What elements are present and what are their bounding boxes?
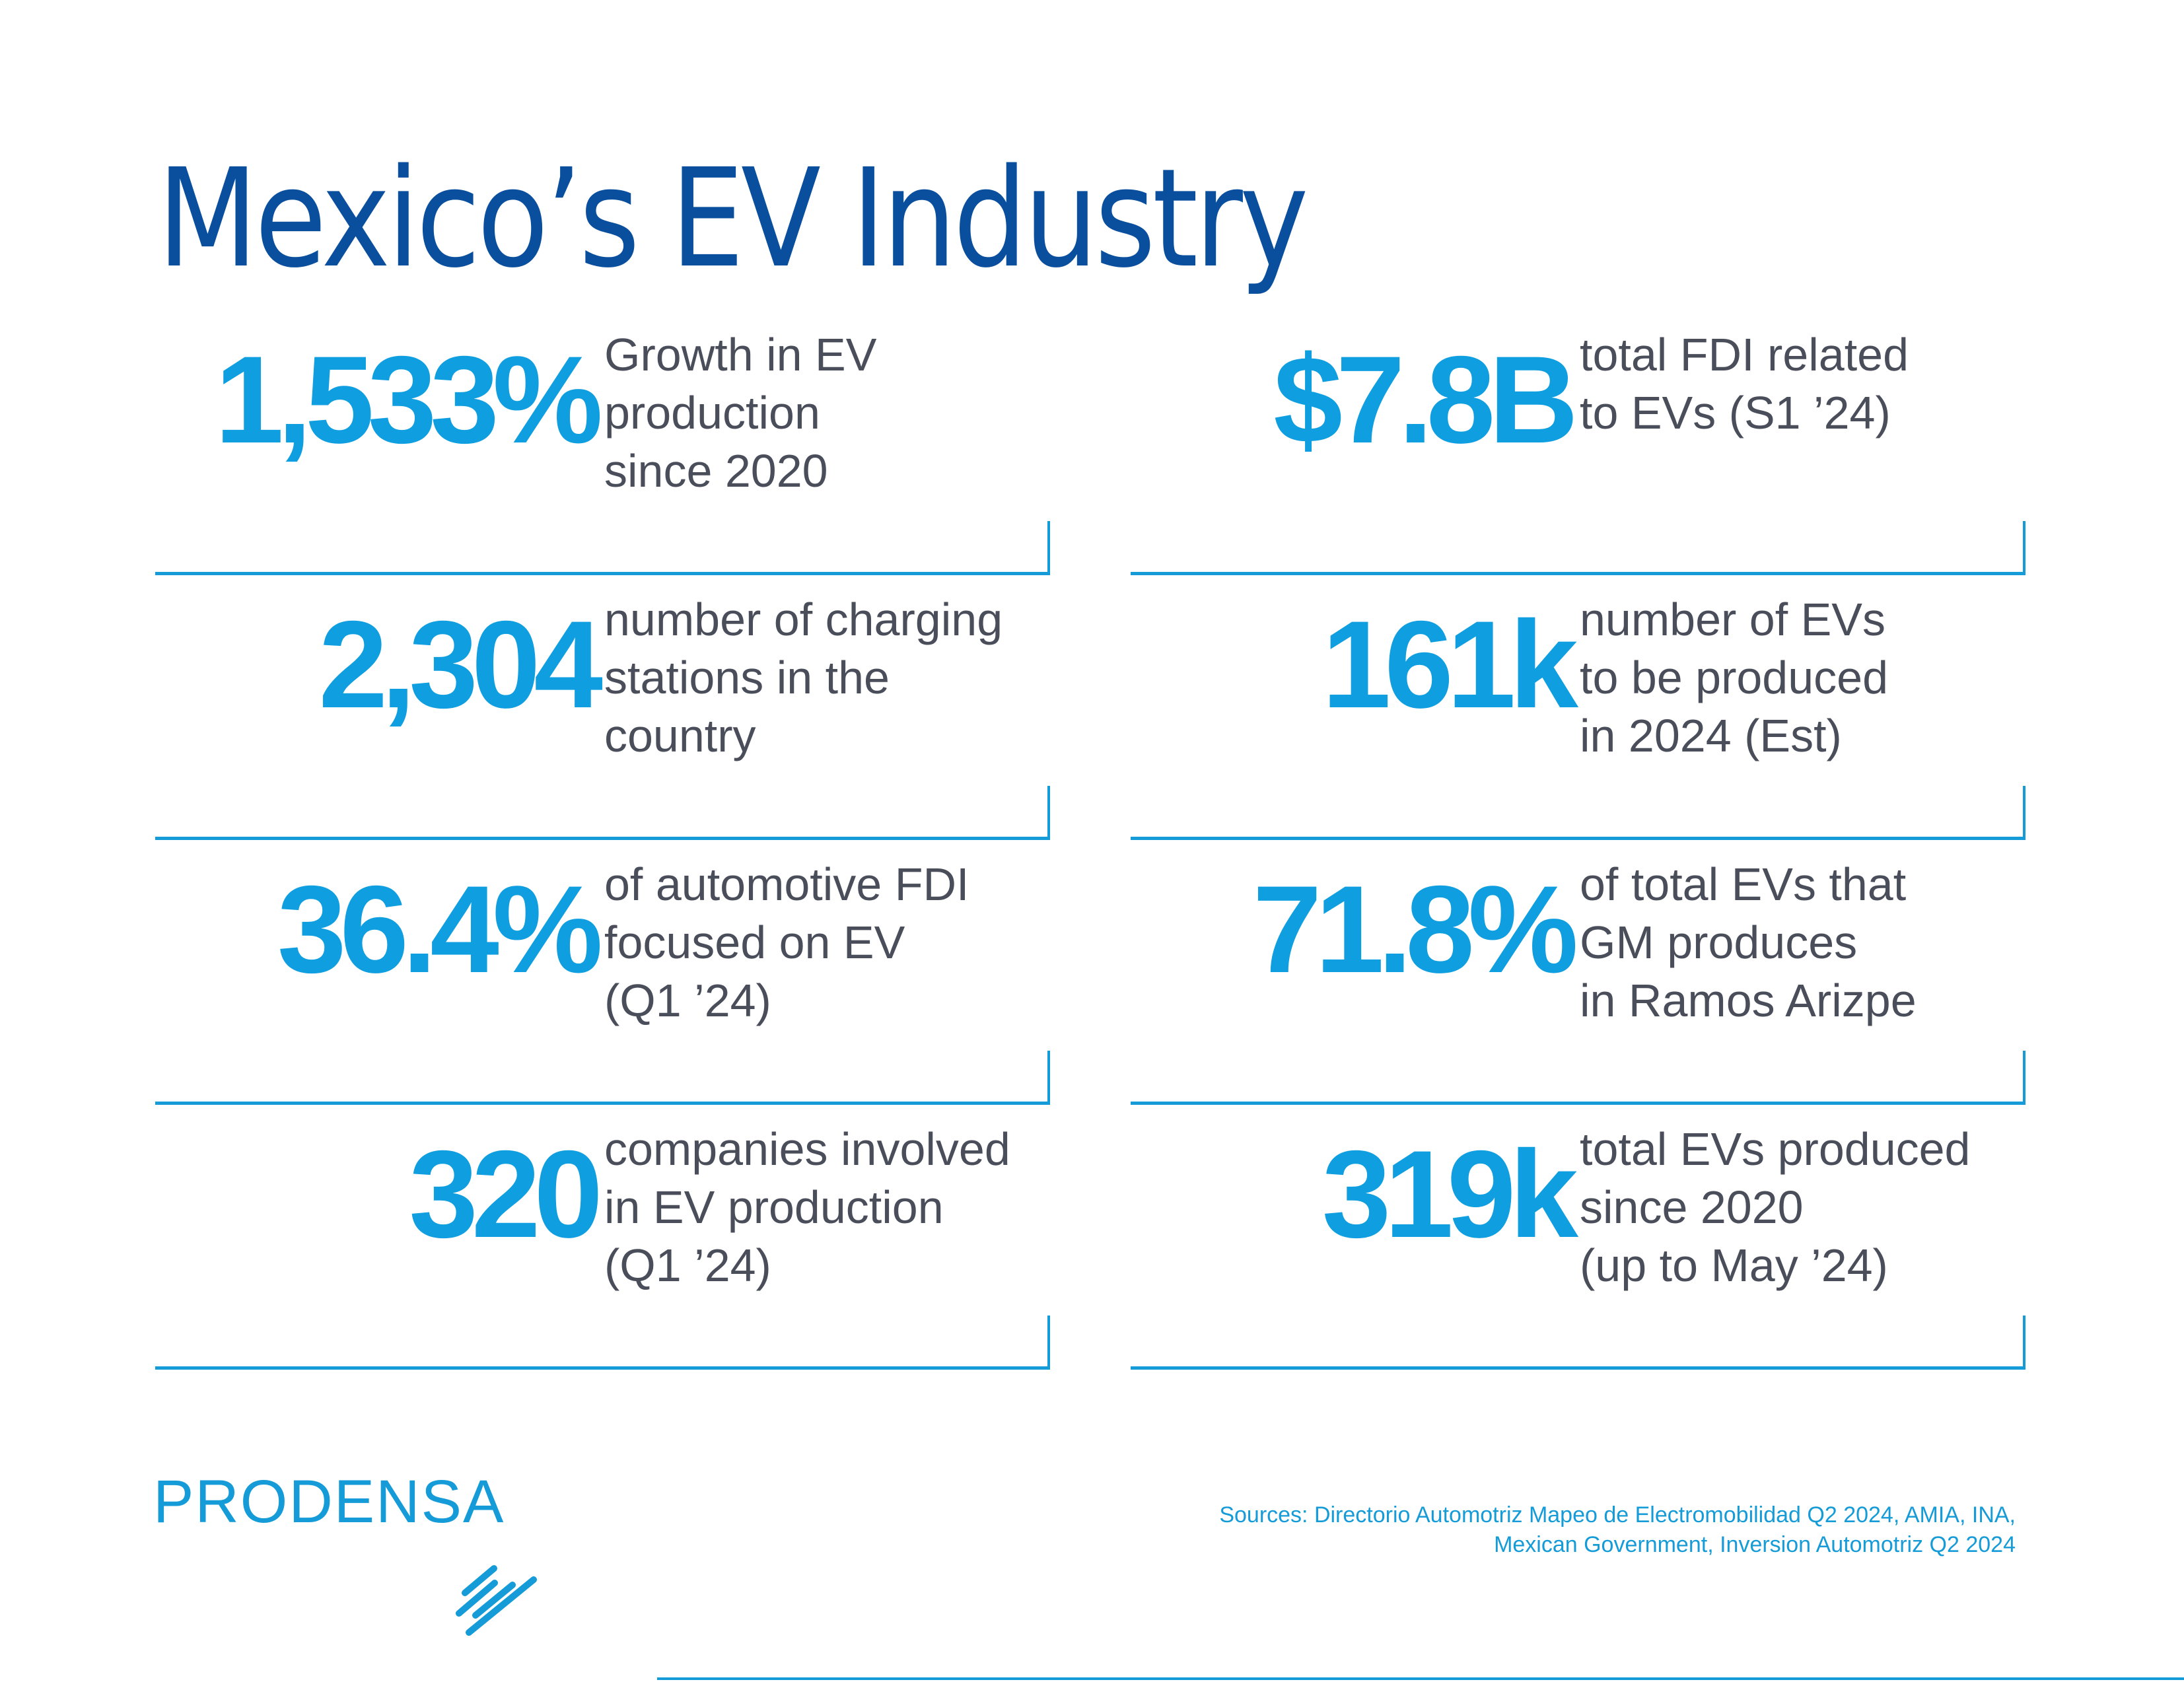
stat-card: 1,533% Growth in EV production since 202… [155, 311, 1050, 575]
stat-description: number of EVs to be produced in 2024 (Es… [1580, 590, 1888, 765]
prodensa-logo-stripes-icon [456, 1565, 537, 1636]
card-corner-tick [2023, 521, 2025, 575]
card-corner-tick [1047, 786, 1050, 840]
card-corner-tick [2023, 1051, 2025, 1105]
card-divider [155, 572, 1050, 575]
stat-card: 319k total EVs produced since 2020 (up t… [1131, 1105, 2025, 1370]
stat-description: of total EVs that GM produces in Ramos A… [1580, 855, 1917, 1030]
stat-line: number of EVs [1580, 594, 1885, 645]
stat-line: companies involved [604, 1123, 1010, 1175]
stat-line: to be produced [1580, 652, 1889, 703]
logo-stripe [472, 1582, 516, 1619]
card-divider [155, 1366, 1050, 1370]
stat-line: since 2020 [604, 445, 828, 497]
card-divider [155, 837, 1050, 840]
card-corner-tick [2023, 1316, 2025, 1370]
stat-line: in 2024 (Est) [1580, 710, 1842, 761]
stat-value: 1,533% [215, 330, 603, 469]
sources-line: Sources: Directorio Automotriz Mapeo de … [1219, 1502, 2016, 1527]
card-divider [1131, 837, 2025, 840]
card-corner-tick [1047, 1316, 1050, 1370]
stat-line: production [604, 387, 820, 439]
stat-line: (up to May ’24) [1580, 1240, 1888, 1291]
stat-line: in EV production [604, 1181, 944, 1233]
stat-line: (Q1 ’24) [604, 975, 771, 1026]
stat-card: 71.8% of total EVs that GM produces in R… [1131, 841, 2025, 1105]
stat-value: 36.4% [277, 860, 603, 999]
stat-line: to EVs (S1 ’24) [1580, 387, 1891, 439]
sources-note: Sources: Directorio Automotriz Mapeo de … [1219, 1500, 2016, 1560]
prodensa-logo: PRODENSA [153, 1468, 505, 1535]
card-divider [1131, 1102, 2025, 1105]
stat-description: of automotive FDI focused on EV (Q1 ’24) [604, 855, 969, 1030]
card-divider [1131, 1366, 2025, 1370]
stat-description: total FDI related to EVs (S1 ’24) [1580, 326, 1909, 442]
stat-description: number of charging stations in the count… [604, 590, 1003, 765]
stat-line: stations in the [604, 652, 890, 703]
stat-card: 2,304 number of charging stations in the… [155, 576, 1050, 840]
stat-line: of total EVs that [1580, 859, 1907, 910]
logo-stripe [462, 1565, 497, 1596]
page-title: Mexico’s EV Industry [157, 139, 1309, 298]
stat-line: since 2020 [1580, 1181, 1804, 1233]
stat-value: 319k [1321, 1125, 1578, 1263]
footer-rule [657, 1677, 2184, 1680]
stat-card: 36.4% of automotive FDI focused on EV (Q… [155, 841, 1050, 1105]
stat-line: Growth in EV [604, 329, 877, 380]
stat-line: in Ramos Arizpe [1580, 975, 1917, 1026]
stat-description: companies involved in EV production (Q1 … [604, 1120, 1010, 1294]
card-corner-tick [1047, 1051, 1050, 1105]
stat-value: 2,304 [318, 595, 603, 734]
stat-value: 71.8% [1252, 860, 1578, 999]
stat-card: $7.8B total FDI related to EVs (S1 ’24) [1131, 311, 2025, 575]
logo-stripe [456, 1580, 498, 1617]
stat-line: GM produces [1580, 917, 1858, 968]
sources-line: Mexican Government, Inversion Automotriz… [1494, 1532, 2016, 1557]
stat-line: country [604, 710, 756, 761]
logo-stripe [466, 1576, 537, 1636]
stat-line: of automotive FDI [604, 859, 969, 910]
stat-card: 161k number of EVs to be produced in 202… [1131, 576, 2025, 840]
stat-line: total EVs produced [1580, 1123, 1971, 1175]
stat-line: number of charging [604, 594, 1003, 645]
stat-line: focused on EV [604, 917, 905, 968]
card-divider [155, 1102, 1050, 1105]
stat-card: 320 companies involved in EV production … [155, 1105, 1050, 1370]
stat-value: 320 [409, 1125, 603, 1263]
stat-description: total EVs produced since 2020 (up to May… [1580, 1120, 1970, 1294]
stat-line: (Q1 ’24) [604, 1240, 771, 1291]
stat-description: Growth in EV production since 2020 [604, 326, 876, 500]
stat-line: total FDI related [1580, 329, 1909, 380]
card-corner-tick [1047, 521, 1050, 575]
card-corner-tick [2023, 786, 2025, 840]
card-divider [1131, 572, 2025, 575]
stat-value: 161k [1321, 595, 1578, 734]
stat-value: $7.8B [1273, 330, 1578, 469]
